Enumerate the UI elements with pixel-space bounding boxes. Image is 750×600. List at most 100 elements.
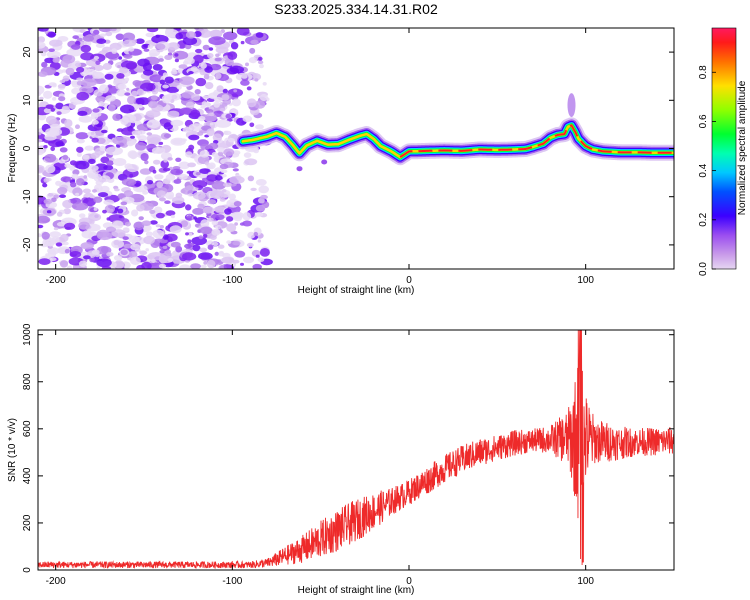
noise-speckle — [158, 141, 164, 145]
noise-speckle — [224, 208, 232, 215]
noise-speckle — [105, 226, 117, 233]
noise-speckle — [131, 209, 139, 217]
noise-speckle — [195, 172, 201, 176]
noise-speckle — [135, 97, 151, 105]
snr-frame — [37, 329, 675, 571]
noise-speckle — [153, 159, 161, 165]
noise-speckle — [155, 212, 165, 219]
noise-speckle — [149, 209, 156, 214]
y-tick-label: 20 — [22, 46, 33, 58]
noise-speckle — [179, 264, 191, 269]
noise-speckle — [250, 187, 257, 191]
noise-speckle — [216, 85, 224, 93]
noise-speckle — [232, 150, 241, 156]
noise-speckle — [80, 44, 92, 53]
noise-speckle — [102, 209, 107, 214]
noise-speckle — [49, 231, 61, 238]
noise-speckle — [240, 262, 244, 266]
noise-speckle — [246, 98, 257, 108]
noise-speckle — [44, 153, 57, 163]
colorbar-tick-label: 0.8 — [698, 65, 709, 79]
noise-speckle — [103, 199, 115, 206]
noise-speckle — [38, 36, 46, 43]
noise-speckle — [195, 77, 207, 87]
noise-speckle — [78, 213, 86, 218]
noise-speckle — [76, 91, 89, 101]
noise-speckle — [99, 33, 107, 37]
noise-speckle — [214, 251, 219, 256]
noise-speckle — [117, 83, 127, 90]
noise-speckle — [215, 72, 222, 80]
noise-speckle — [200, 264, 207, 269]
noise-speckle — [156, 181, 164, 188]
noise-speckle — [185, 185, 194, 191]
noise-speckle — [172, 68, 177, 73]
noise-speckle — [145, 110, 161, 118]
noise-speckle — [249, 122, 255, 128]
spectrogram-plot-area — [38, 28, 674, 269]
noise-speckle — [192, 191, 206, 200]
noise-speckle — [159, 79, 166, 85]
noise-speckle — [231, 98, 241, 107]
noise-speckle — [146, 28, 159, 33]
noise-speckle — [96, 38, 107, 44]
noise-speckle — [259, 63, 264, 69]
noise-speckle — [149, 74, 164, 83]
noise-speckle — [40, 243, 48, 248]
noise-speckle — [198, 115, 206, 122]
noise-speckle — [243, 256, 255, 264]
noise-speckle — [93, 55, 100, 60]
noise-speckle — [176, 84, 182, 90]
noise-speckle — [163, 122, 173, 130]
noise-speckle — [38, 131, 42, 136]
noise-speckle — [38, 174, 42, 181]
noise-speckle — [52, 97, 57, 101]
noise-speckle — [92, 108, 100, 113]
noise-speckle — [118, 56, 123, 60]
noise-speckle — [58, 96, 66, 102]
noise-speckle — [38, 164, 45, 174]
noise-speckle — [119, 142, 124, 147]
noise-speckle — [83, 255, 91, 260]
noise-speckle — [82, 35, 95, 42]
noise-speckle — [61, 105, 70, 111]
noise-speckle — [152, 64, 163, 71]
noise-speckle — [149, 220, 158, 225]
noise-speckle — [38, 233, 42, 238]
noise-speckle — [229, 175, 245, 184]
noise-speckle — [204, 161, 210, 166]
noise-speckle — [221, 256, 235, 264]
noise-speckle — [53, 227, 59, 231]
noise-speckle — [164, 54, 173, 61]
noise-speckle — [203, 74, 210, 80]
spectrogram-y-ticks: -20 -10 0 10 20 — [22, 46, 674, 252]
noise-speckle — [111, 48, 118, 54]
noise-speckle — [105, 95, 116, 102]
noise-speckle — [252, 73, 258, 79]
noise-speckle — [230, 42, 239, 50]
noise-speckle — [126, 164, 139, 173]
noise-speckle — [200, 143, 211, 150]
noise-speckle — [190, 109, 201, 118]
noise-speckle — [85, 108, 90, 112]
noise-speckle — [38, 71, 48, 77]
noise-speckle — [122, 32, 136, 42]
noise-speckle — [217, 147, 225, 153]
noise-speckle — [198, 235, 204, 240]
noise-speckle — [152, 229, 165, 239]
noise-speckle — [219, 198, 226, 202]
noise-speckle — [131, 130, 142, 136]
noise-speckle — [188, 232, 193, 237]
noise-speckle — [130, 243, 141, 251]
noise-speckle — [210, 190, 225, 200]
noise-speckle — [187, 193, 194, 197]
noise-speckle — [226, 240, 232, 245]
noise-speckle — [104, 204, 115, 214]
noise-speckle — [236, 28, 250, 36]
ridge-spike — [567, 93, 576, 118]
noise-speckle — [207, 53, 214, 59]
noise-speckle — [48, 82, 57, 87]
noise-speckle — [79, 29, 86, 33]
noise-speckle — [78, 260, 88, 268]
noise-speckle — [72, 169, 80, 176]
